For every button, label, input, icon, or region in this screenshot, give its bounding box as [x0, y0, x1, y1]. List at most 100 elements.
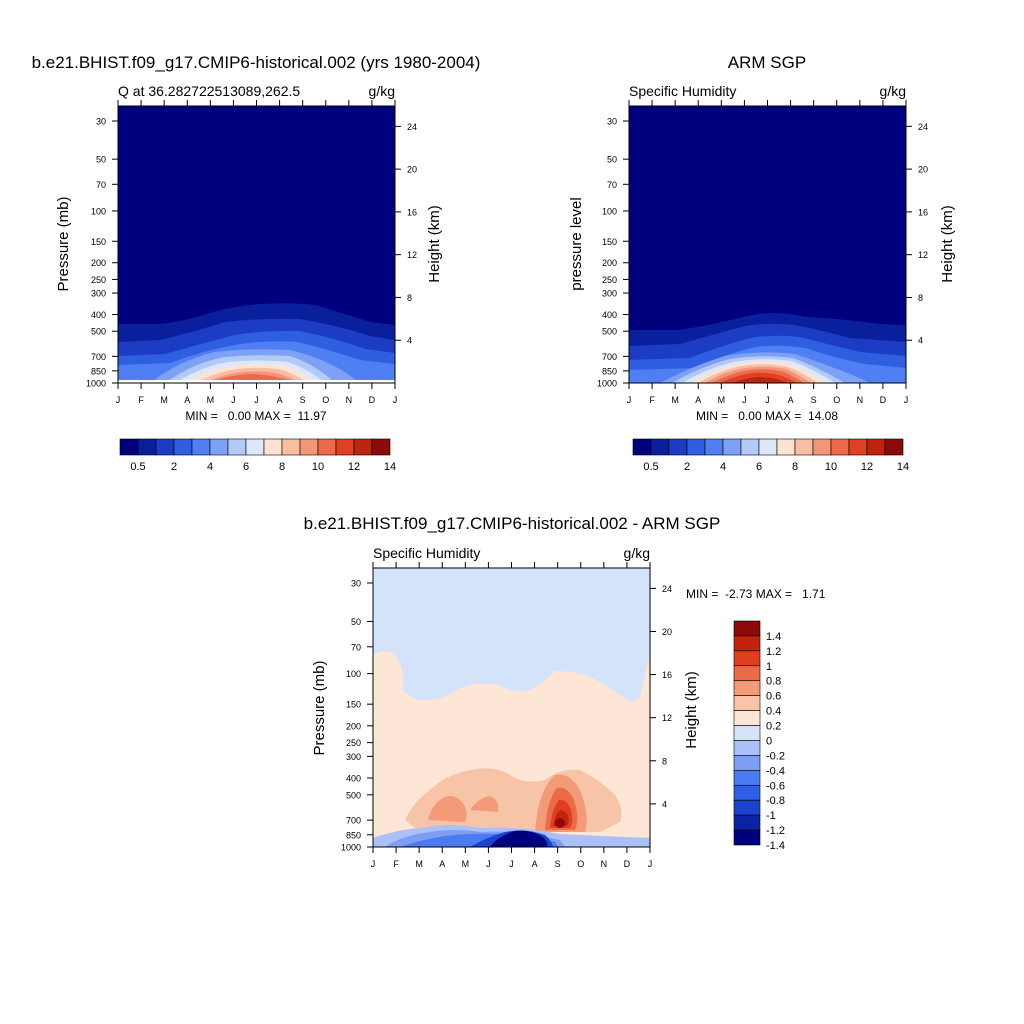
contour-level-pos-0-6: [428, 796, 467, 822]
y-tick-label: 100: [91, 206, 106, 216]
colorbar-label: 10: [825, 461, 837, 473]
panel-obs: ARM SGP Specific Humidity g/kg J F M A M J J A S…: [568, 53, 956, 473]
y-tick-label: 500: [602, 327, 617, 337]
colorbar-label: 1.4: [766, 631, 781, 643]
colorbar-segment: [733, 814, 761, 831]
colorbar-label: 0.5: [130, 461, 145, 473]
panel-diff-ylabel-right: Height (km): [683, 671, 700, 749]
colorbar-segment: [245, 438, 265, 456]
y-tick-label: 50: [607, 155, 617, 165]
panel-model-ylabel: Pressure (mb): [55, 196, 72, 291]
colorbar-label: 14: [897, 461, 909, 473]
colorbar-segment: [733, 650, 761, 667]
x-tick-label: J: [509, 859, 514, 869]
colorbar-segment: [733, 665, 761, 682]
colorbar-label: 6: [756, 461, 762, 473]
colorbar-segment: [733, 829, 761, 846]
colorbar-segment: [632, 438, 652, 456]
panel-model-subtitle-left: Q at 36.282722513089,262.5: [118, 83, 300, 99]
colorbar-segment: [191, 438, 211, 456]
colorbar-segment: [227, 438, 247, 456]
x-tick-label: J: [765, 395, 770, 405]
x-tick-label: J: [254, 395, 259, 405]
height-tick-label: 4: [662, 799, 667, 809]
colorbar-label: 2: [684, 461, 690, 473]
x-tick-label: A: [277, 395, 283, 405]
x-tick-label: M: [160, 395, 168, 405]
x-tick-label: D: [369, 395, 376, 405]
y-tick-label: 300: [346, 752, 361, 762]
colorbar-segment: [733, 620, 761, 637]
height-tick-label: 8: [407, 293, 412, 303]
panel-obs-contours: [629, 106, 906, 383]
x-tick-label: O: [577, 859, 584, 869]
height-tick-label: 20: [918, 165, 928, 175]
panel-diff-colorbar: 1.4 1.2 1 0.8 0.6 0.4 0.2 0 -0.2 -0.4 -0.6 -0.8 -1 -1…: [733, 620, 785, 852]
y-tick-label: 150: [91, 237, 106, 247]
x-tick-label: A: [184, 395, 190, 405]
x-tick-label: M: [207, 395, 215, 405]
colorbar-segment: [668, 438, 688, 456]
x-tick-label: J: [116, 395, 121, 405]
height-tick-label: 4: [407, 336, 412, 346]
x-tick-label: J: [393, 395, 398, 405]
height-tick-label: 16: [918, 207, 928, 217]
x-tick-label: J: [371, 859, 376, 869]
height-tick-label: 20: [407, 165, 417, 175]
x-tick-label: J: [904, 395, 909, 405]
panel-diff-stats: MIN = -2.73 MAX = 1.71: [686, 587, 826, 601]
colorbar-label: 12: [348, 461, 360, 473]
colorbar-segment: [733, 799, 761, 816]
colorbar-segment: [776, 438, 796, 456]
colorbar-segment: [733, 710, 761, 726]
colorbar-segment: [733, 635, 761, 652]
colorbar-segment: [686, 438, 706, 456]
colorbar-label: -0.8: [766, 795, 785, 807]
x-tick-label: D: [880, 395, 887, 405]
x-tick-label: M: [462, 859, 470, 869]
y-tick-label: 300: [602, 289, 617, 299]
surface-band: [118, 380, 395, 383]
colorbar-label: -1.4: [766, 840, 785, 852]
contour-level-pos-0-6b: [470, 796, 499, 812]
panel-model-ylabel-right: Height (km): [426, 205, 443, 283]
colorbar-segment: [866, 438, 886, 456]
colorbar-label: -0.4: [766, 765, 785, 777]
colorbar-segment: [317, 438, 337, 456]
y-tick-label: 200: [91, 258, 106, 268]
colorbar-segment: [733, 784, 761, 801]
colorbar-label: -0.6: [766, 780, 785, 792]
y-tick-label: 300: [91, 289, 106, 299]
colorbar-label: -1.2: [766, 825, 785, 837]
x-tick-label: M: [718, 395, 726, 405]
height-tick-label: 24: [407, 122, 417, 132]
x-tick-label: M: [671, 395, 679, 405]
colorbar-segment: [263, 438, 283, 456]
y-tick-label: 700: [91, 352, 106, 362]
y-tick-label: 150: [602, 237, 617, 247]
colorbar-label: 10: [312, 461, 324, 473]
height-tick-label: 16: [662, 670, 672, 680]
colorbar-label: 4: [207, 461, 213, 473]
panel-obs-ylabel-right: Height (km): [939, 205, 956, 283]
x-tick-label: F: [649, 395, 655, 405]
colorbar-label: 6: [243, 461, 249, 473]
x-tick-label: J: [627, 395, 632, 405]
colorbar-segment: [119, 438, 139, 456]
height-tick-label: 24: [918, 122, 928, 132]
y-tick-label: 1000: [86, 379, 106, 389]
y-tick-label: 70: [96, 180, 106, 190]
y-tick-label: 200: [602, 258, 617, 268]
y-tick-label: 1000: [597, 379, 617, 389]
y-tick-label: 70: [351, 642, 361, 652]
colorbar-segment: [650, 438, 670, 456]
y-tick-label: 850: [91, 366, 106, 376]
panel-obs-axes: J F M A M J J A S O N D J 30 50 70 100 150 200 250 300 400 500…: [597, 100, 928, 405]
x-tick-label: F: [393, 859, 399, 869]
x-tick-label: N: [601, 859, 608, 869]
x-tick-label: J: [648, 859, 653, 869]
x-tick-label: N: [857, 395, 864, 405]
panel-diff-axes: J F M A M J J A S O N D J 30 50 70 100 150 200 250 300 400 500…: [341, 562, 672, 869]
y-tick-label: 850: [346, 830, 361, 840]
